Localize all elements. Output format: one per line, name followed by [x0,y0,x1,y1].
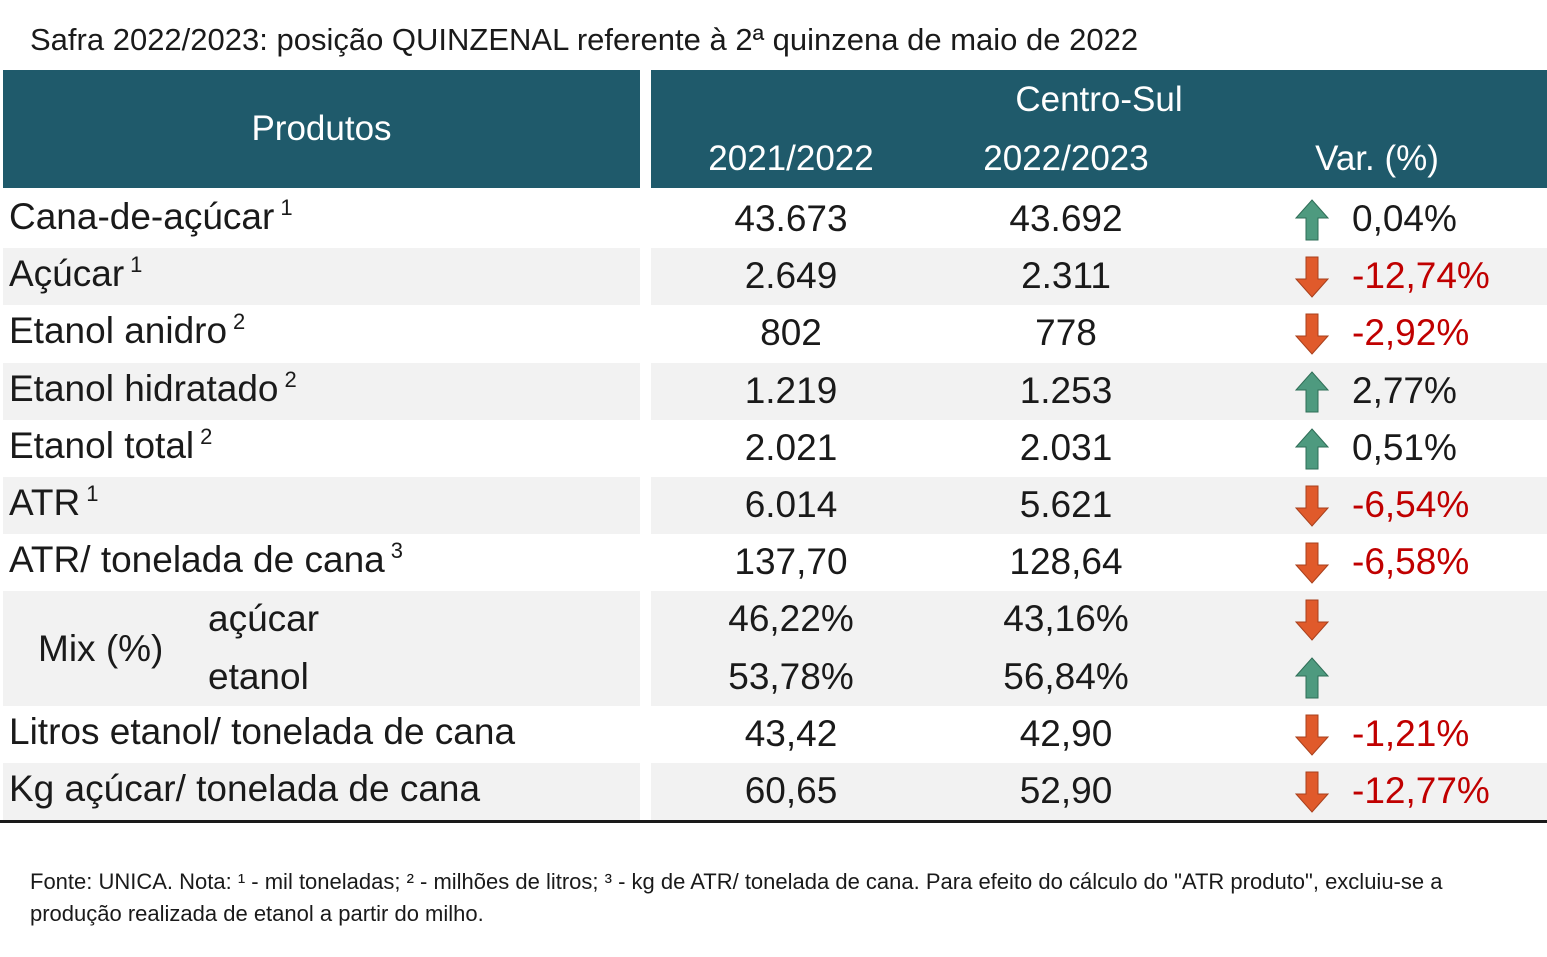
footnote-marker: 1 [130,252,143,278]
footnote: Fonte: UNICA. Nota: ¹ - mil toneladas; ²… [30,869,1443,926]
arrow-down-icon [1294,542,1330,584]
row-bg-right [651,477,1547,535]
header-col-curr: 2022/2023 [983,139,1149,178]
header-region-cell: Centro-Sul [651,70,1547,188]
page-title: Safra 2022/2023: posição QUINZENAL refer… [30,22,1139,57]
footnote-marker: 2 [284,366,297,392]
value-2021-2022: 43.673 [734,198,848,239]
variation-value: -12,77% [1352,770,1490,811]
row-label: Açúcar 1 [9,252,143,295]
header-region-label: Centro-Sul [1015,80,1183,119]
variation-value: -6,58% [1352,541,1470,583]
mix-label: Mix (%) [38,627,164,669]
mix-sugar-2022-2023: 43,16% [1003,598,1129,640]
value-2022-2023: 52,90 [1019,770,1113,811]
arrow-down-icon [1294,599,1330,642]
variation-value: 0,04% [1352,198,1457,239]
value-2021-2022: 2.649 [744,255,838,297]
mix-ethanol-2021-2022: 53,78% [728,655,854,697]
row-bg-right [651,248,1547,306]
value-2022-2023: 128,64 [1009,541,1123,583]
arrow-up-icon [1294,370,1330,413]
value-2022-2023: 2.311 [1021,255,1111,297]
row-bg-right [651,362,1547,420]
value-2022-2023: 42,90 [1019,712,1113,754]
table-bottom-rule [0,820,1547,823]
footnote-marker: 3 [390,538,403,564]
variation-value: -2,92% [1352,312,1470,354]
value-2021-2022: 1.219 [744,369,838,411]
header-products-label: Produtos [251,109,392,148]
header-col-prev: 2021/2022 [708,139,874,178]
row-bg-left [3,477,640,535]
arrow-down-icon [1294,485,1330,527]
row-bg-right [651,763,1547,821]
value-2021-2022: 60,65 [744,770,838,811]
footnote-marker: 2 [233,309,246,335]
row-label: Etanol hidratado 2 [9,366,297,409]
arrow-up-icon [1294,428,1330,470]
row-bg-right [651,591,1547,706]
value-2022-2023: 5.621 [1019,484,1113,525]
footnote-marker: 2 [200,423,213,449]
value-2022-2023: 778 [1035,312,1097,354]
arrow-down-icon [1294,313,1330,356]
mix-ethanol-2022-2023: 56,84% [1003,655,1129,697]
arrow-down-icon [1294,256,1330,298]
row-label: ATR 1 [9,481,99,523]
header-col-var: Var. (%) [1315,139,1439,178]
footnote-marker: 1 [280,195,293,220]
value-2022-2023: 2.031 [1019,426,1113,468]
row-label: ATR/ tonelada de cana 3 [9,538,403,581]
variation-value: -6,54% [1352,484,1470,525]
arrow-down-icon [1294,714,1330,756]
variation-value: 0,51% [1352,426,1457,468]
arrow-up-icon [1294,656,1330,699]
mix-sugar-label: açúcar [208,598,320,640]
row-label: Etanol total 2 [9,423,213,466]
row-label: Kg açúcar/ tonelada de cana [9,768,481,809]
row-bg-left [3,248,640,306]
footnote-marker: 1 [86,481,99,506]
row-bg-left [3,591,640,706]
value-2021-2022: 6.014 [744,484,838,525]
value-2021-2022: 137,70 [734,541,848,583]
arrow-up-icon [1294,199,1330,241]
row-label: Etanol anidro 2 [9,309,246,352]
variation-value: 2,77% [1352,369,1457,411]
row-bg-left [3,362,640,420]
variation-value: -12,74% [1352,255,1490,297]
value-2021-2022: 43,42 [744,712,838,754]
value-2021-2022: 802 [760,312,822,354]
arrow-down-icon [1294,771,1330,813]
value-2021-2022: 2.021 [744,426,838,468]
mix-sugar-2021-2022: 46,22% [728,598,854,640]
value-2022-2023: 1.253 [1019,369,1113,411]
mix-ethanol-label: etanol [208,655,309,697]
value-2022-2023: 43.692 [1009,198,1123,239]
row-bg-left [3,763,640,821]
header-products-cell: Produtos [3,70,640,188]
row-label: Cana-de-açúcar 1 [9,195,293,237]
variation-value: -1,21% [1352,712,1470,754]
row-label: Litros etanol/ tonelada de cana [9,710,516,752]
